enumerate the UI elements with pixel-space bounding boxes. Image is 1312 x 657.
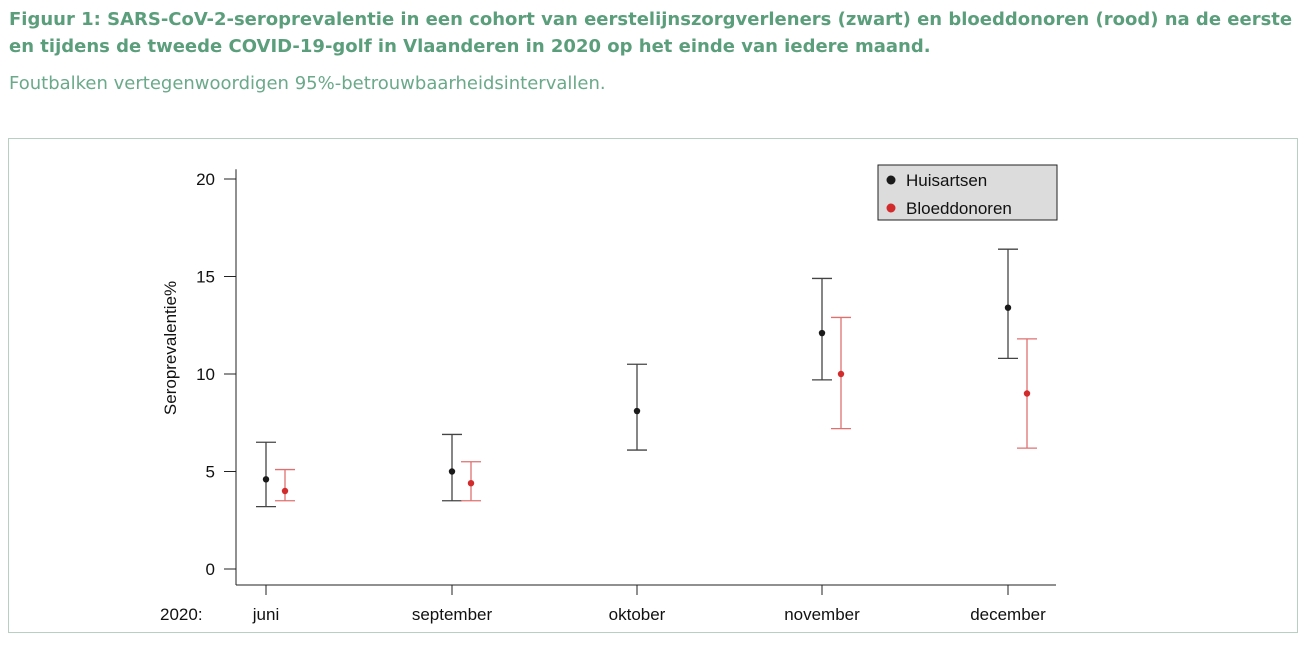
x-tick-label: oktober (609, 605, 666, 624)
legend-box (877, 164, 1058, 221)
x-tick-label: september (412, 605, 493, 624)
huisartsen-point (262, 476, 270, 483)
legend-label: Bloeddonoren (906, 199, 1012, 218)
huisartsen-point (633, 407, 641, 415)
bloeddonoren-point (467, 480, 475, 487)
x-tick-label: december (970, 605, 1046, 624)
x-tick-label: november (784, 605, 860, 624)
legend-marker (886, 203, 896, 213)
bloeddonoren-point (837, 370, 845, 378)
x-axis-prefix: 2020: (160, 605, 203, 624)
y-tick-label: 15 (196, 268, 215, 287)
axes: 0 5 10 15 20 Seroprevalentie% juni september okt… (160, 169, 1056, 624)
huisartsen-point (1004, 304, 1012, 311)
legend: Huisartsen Bloeddonoren (877, 164, 1058, 221)
chart-frame (8, 138, 1298, 633)
bloeddonoren-point (1023, 390, 1031, 397)
huisartsen-point (818, 329, 826, 337)
y-tick-label: 5 (206, 463, 215, 482)
figure-title: Figuur 1: SARS-CoV-2-seroprevalentie in … (9, 9, 1293, 57)
y-tick-label: 0 (206, 560, 215, 579)
bloeddonoren-point (281, 487, 289, 495)
x-tick-label: juni (252, 605, 279, 624)
figure-subtitle: Foutbalken vertegenwoordigen 95%-betrouw… (9, 73, 606, 94)
chart-series (256, 248, 1037, 508)
huisartsen-point (448, 468, 456, 475)
legend-marker (886, 175, 896, 185)
y-tick-label: 10 (196, 365, 215, 384)
legend-label: Huisartsen (906, 171, 987, 190)
y-axis-label: Seroprevalentie% (161, 281, 180, 415)
y-tick-label: 20 (196, 170, 215, 189)
